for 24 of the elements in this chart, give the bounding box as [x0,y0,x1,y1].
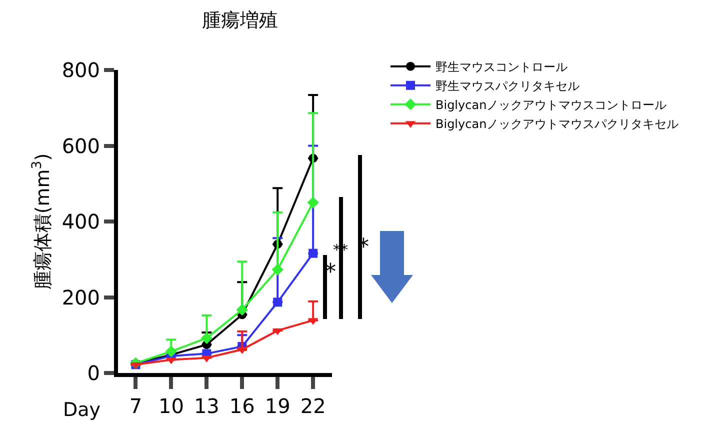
x-tick-label: 13 [194,394,220,418]
y-tick-label: 400 [62,210,100,234]
point [236,304,248,316]
y-tick-label: 0 [87,361,100,385]
legend-label: 野生マウスコントロール [436,60,568,74]
x-axis-title: Day [63,399,101,421]
x-tick-label: 7 [129,394,142,418]
x-tick-label: 19 [264,394,290,418]
legend-label: Biglycanノックアウトマウスパクリタキセル [436,117,679,131]
point [272,264,284,276]
y-tick-label: 600 [62,134,100,158]
point [307,196,319,208]
y-tick-label: 800 [62,58,100,82]
point [273,298,282,307]
chart-title: 腫瘍増殖 [202,10,278,32]
point [308,248,318,258]
point [165,346,178,358]
legend-label: Biglycanノックアウトマウスコントロール [436,98,667,112]
y-tick-label: 200 [62,285,100,310]
x-tick-label: 16 [229,394,255,418]
x-tick-label: 10 [158,394,184,418]
x-tick-label: 22 [300,394,326,418]
point [166,357,176,364]
legend-label: 野生マウスパクリタキセル [436,79,580,93]
